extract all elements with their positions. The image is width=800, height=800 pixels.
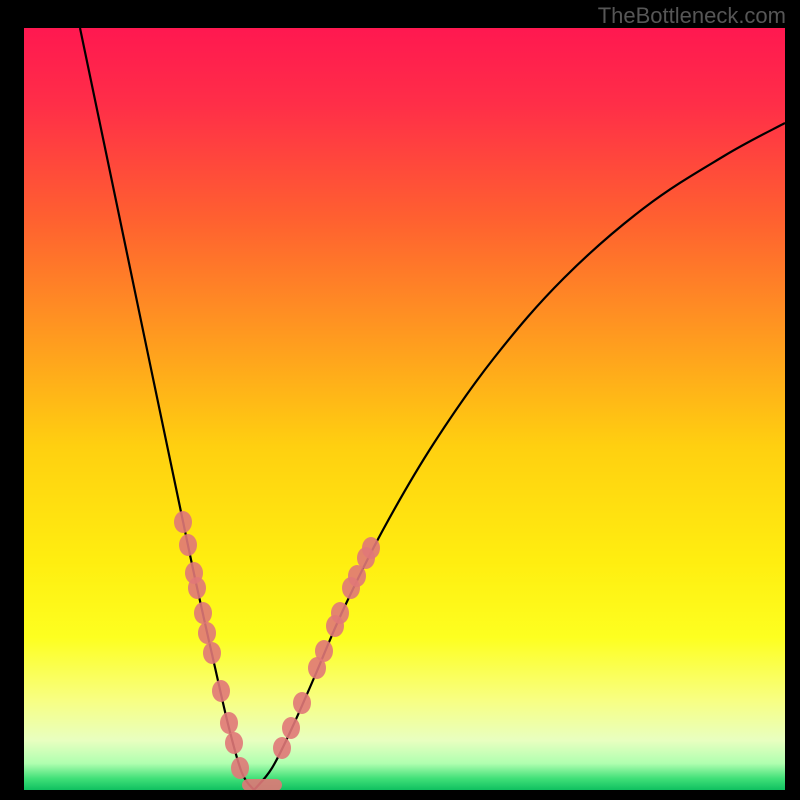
marker-left-3	[188, 577, 206, 599]
marker-bottom-bar	[242, 779, 282, 790]
marker-left-8	[220, 712, 238, 734]
marker-right-10	[362, 537, 380, 559]
marker-right-6	[331, 602, 349, 624]
marker-left-7	[212, 680, 230, 702]
marker-right-0	[273, 737, 291, 759]
plot-area	[24, 28, 785, 790]
curve-left-branch	[80, 28, 254, 790]
marker-right-1	[282, 717, 300, 739]
marker-left-1	[179, 534, 197, 556]
marker-right-2	[293, 692, 311, 714]
chart-svg	[24, 28, 785, 790]
marker-left-9	[225, 732, 243, 754]
marker-left-4	[194, 602, 212, 624]
marker-left-5	[198, 622, 216, 644]
marker-left-10	[231, 757, 249, 779]
marker-right-4	[315, 640, 333, 662]
marker-left-0	[174, 511, 192, 533]
curve-right-branch	[254, 123, 785, 790]
marker-group	[174, 511, 380, 790]
marker-left-6	[203, 642, 221, 664]
watermark-text: TheBottleneck.com	[598, 3, 786, 29]
outer-frame	[0, 0, 800, 800]
